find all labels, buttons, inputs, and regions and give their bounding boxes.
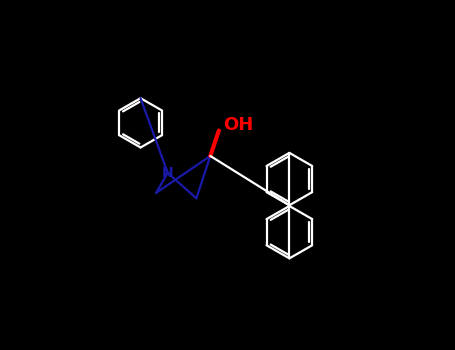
Text: OH: OH [223, 116, 254, 134]
Text: N: N [162, 166, 173, 180]
